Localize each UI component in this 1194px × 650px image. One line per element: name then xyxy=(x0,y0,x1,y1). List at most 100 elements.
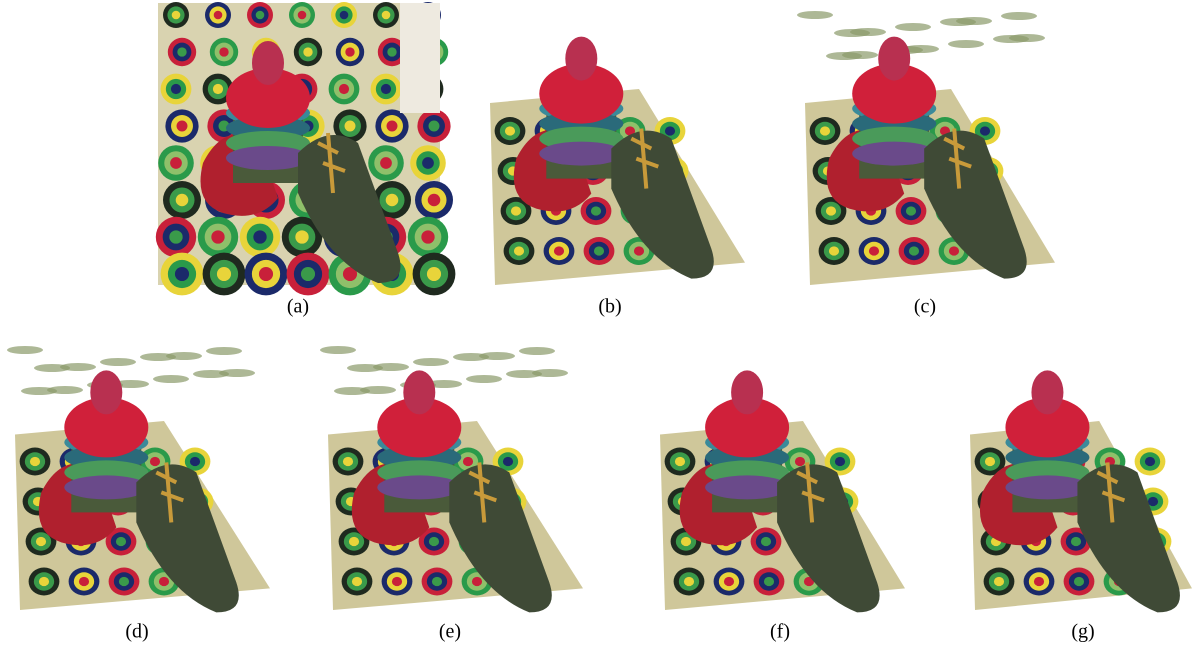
target-ring xyxy=(176,194,189,207)
noise xyxy=(466,375,502,383)
target-ring xyxy=(591,206,601,215)
figure: (a)(b)(c)(d)(e)(f)(g) xyxy=(0,0,1194,650)
panel-label: (d) xyxy=(125,621,148,643)
target-ring xyxy=(869,246,879,255)
panel-label: (e) xyxy=(439,621,461,643)
target-ring xyxy=(1074,577,1084,586)
stack-ring xyxy=(539,142,623,166)
target-ring xyxy=(190,457,200,466)
target-ring xyxy=(253,230,266,243)
target-ring xyxy=(340,11,349,20)
target-ring xyxy=(503,457,513,466)
target-ring xyxy=(175,267,189,281)
target-ring xyxy=(675,457,685,466)
target-ring xyxy=(764,577,774,586)
target-ring xyxy=(835,457,845,466)
noise xyxy=(1001,12,1037,20)
target-ring xyxy=(386,194,399,207)
target-ring xyxy=(214,11,223,20)
stack-ring xyxy=(1005,475,1089,499)
stack-ring xyxy=(377,475,461,499)
dome-top xyxy=(90,370,122,414)
target-ring xyxy=(432,577,442,586)
reconstruction xyxy=(970,370,1192,612)
noise xyxy=(506,370,542,378)
target-ring xyxy=(259,267,273,281)
target-ring xyxy=(724,577,734,586)
target-ring xyxy=(150,457,160,466)
dome-top xyxy=(1031,370,1063,414)
target-ring xyxy=(826,206,836,215)
noise xyxy=(895,23,931,31)
dome-top xyxy=(565,37,597,81)
noise xyxy=(100,358,136,366)
noise xyxy=(519,347,555,355)
noise xyxy=(826,52,862,60)
target-ring xyxy=(634,246,644,255)
target-ring xyxy=(116,537,126,546)
noise xyxy=(347,364,383,372)
panel-label: (a) xyxy=(287,296,309,318)
target-ring xyxy=(387,47,396,56)
target-ring xyxy=(949,246,959,255)
target-ring xyxy=(428,194,441,207)
noise xyxy=(334,387,370,395)
target-ring xyxy=(301,267,315,281)
target-ring xyxy=(303,47,312,56)
noise xyxy=(940,18,976,26)
noise xyxy=(413,358,449,366)
target-ring xyxy=(211,230,224,243)
target-ring xyxy=(172,11,181,20)
target-ring xyxy=(352,577,362,586)
noise xyxy=(993,35,1029,43)
noise xyxy=(34,364,70,372)
target-ring xyxy=(36,537,46,546)
target-ring xyxy=(170,157,182,169)
noise xyxy=(21,387,57,395)
target-ring xyxy=(387,121,398,132)
target-ring xyxy=(594,246,604,255)
target-ring xyxy=(339,84,349,94)
noise xyxy=(834,29,870,37)
noise xyxy=(140,353,176,361)
target-ring xyxy=(169,230,182,243)
target-ring xyxy=(1071,537,1081,546)
target-ring xyxy=(994,577,1004,586)
noise xyxy=(153,375,189,383)
reconstruction xyxy=(797,11,1055,285)
target-ring xyxy=(171,84,181,94)
target-ring xyxy=(213,84,223,94)
target-ring xyxy=(505,126,515,135)
target-ring xyxy=(985,457,995,466)
panel-label: (c) xyxy=(914,296,936,318)
noise xyxy=(948,40,984,48)
target-ring xyxy=(382,11,391,20)
reconstruction xyxy=(7,346,270,612)
noise xyxy=(453,353,489,361)
target-ring xyxy=(345,47,354,56)
target-ring xyxy=(463,457,473,466)
target-ring xyxy=(906,206,916,215)
panel-label: (b) xyxy=(598,296,621,318)
target-ring xyxy=(429,537,439,546)
target-ring xyxy=(427,267,441,281)
dome-top xyxy=(878,37,910,81)
target-ring xyxy=(119,577,129,586)
noise xyxy=(797,11,833,19)
target-ring xyxy=(909,246,919,255)
target-ring xyxy=(421,230,434,243)
target-ring xyxy=(298,11,307,20)
target-ring xyxy=(681,537,691,546)
target-ring xyxy=(1145,457,1155,466)
target-ring xyxy=(343,457,353,466)
target-ring xyxy=(219,47,228,56)
target-ring xyxy=(217,267,231,281)
panel-label: (f) xyxy=(770,621,790,643)
target-ring xyxy=(684,577,694,586)
target-ring xyxy=(665,126,675,135)
target-ring xyxy=(511,206,521,215)
target-ring xyxy=(795,457,805,466)
target-ring xyxy=(514,246,524,255)
noise xyxy=(7,346,43,354)
target-ring xyxy=(1148,497,1158,506)
